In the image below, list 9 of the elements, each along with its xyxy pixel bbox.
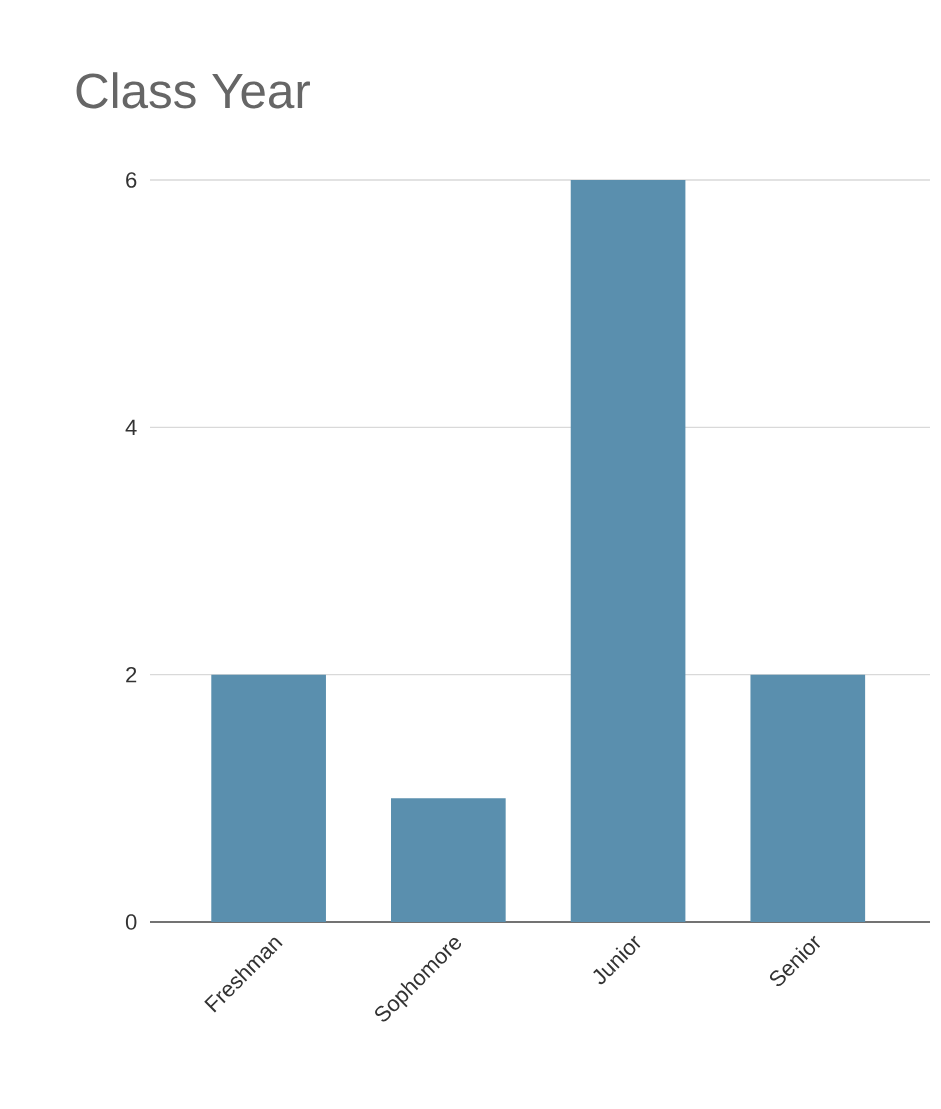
y-tick-label: 6 [126,172,137,188]
y-tick-label: 0 [125,914,137,930]
bar [570,180,686,922]
y-tick-label: 2 [126,666,137,683]
bar [391,798,506,922]
bar [750,674,866,922]
bar [211,674,326,922]
y-tick-label: 4 [125,419,137,435]
chart-title: Class Year [76,72,310,109]
